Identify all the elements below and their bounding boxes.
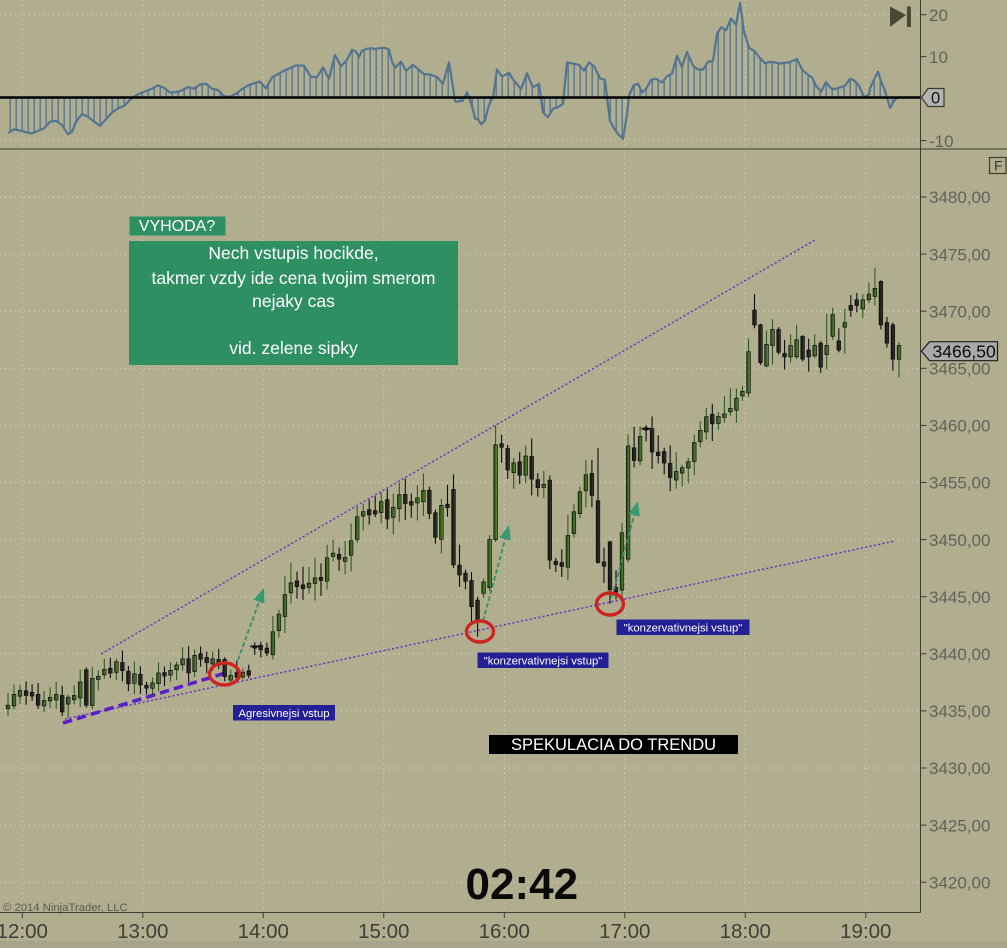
svg-text:SPEKULACIA DO TRENDU: SPEKULACIA DO TRENDU	[511, 736, 716, 754]
svg-text:-10: -10	[929, 132, 954, 151]
svg-text:3475,00: 3475,00	[929, 245, 990, 264]
svg-text:3465,00: 3465,00	[929, 360, 990, 379]
svg-text:16:00: 16:00	[479, 920, 530, 943]
svg-text:19:00: 19:00	[840, 920, 891, 943]
svg-text:Nech vstupis hocikde,: Nech vstupis hocikde,	[208, 243, 378, 263]
svg-text:3460,00: 3460,00	[929, 417, 990, 436]
svg-text:18:00: 18:00	[720, 920, 771, 943]
svg-text:3480,00: 3480,00	[929, 188, 990, 207]
svg-text:3440,00: 3440,00	[929, 645, 990, 664]
svg-text:13:00: 13:00	[117, 920, 168, 943]
svg-text:10: 10	[929, 48, 948, 67]
svg-text:3420,00: 3420,00	[929, 873, 990, 892]
svg-text:3435,00: 3435,00	[929, 702, 990, 721]
svg-text:nejaky cas: nejaky cas	[252, 291, 335, 311]
svg-text:Agresivnejsi vstup: Agresivnejsi vstup	[238, 708, 329, 720]
svg-text:F: F	[994, 158, 1003, 174]
svg-text:3430,00: 3430,00	[929, 759, 990, 778]
svg-text:VYHODA?: VYHODA?	[139, 218, 216, 235]
svg-text:3450,00: 3450,00	[929, 531, 990, 550]
svg-text:12:00: 12:00	[0, 920, 48, 943]
svg-text:17:00: 17:00	[599, 920, 650, 943]
svg-text:"konzervativnejsi vstup": "konzervativnejsi vstup"	[484, 656, 603, 668]
svg-text:02:42: 02:42	[466, 860, 579, 909]
svg-text:"konzervativnejsi vstup": "konzervativnejsi vstup"	[624, 623, 743, 635]
svg-text:3425,00: 3425,00	[929, 816, 990, 835]
svg-text:0: 0	[931, 90, 940, 108]
svg-text:3455,00: 3455,00	[929, 474, 990, 493]
svg-text:20: 20	[929, 6, 948, 25]
svg-text:3470,00: 3470,00	[929, 302, 990, 321]
svg-text:14:00: 14:00	[238, 920, 289, 943]
svg-text:© 2014 NinjaTrader, LLC: © 2014 NinjaTrader, LLC	[3, 902, 128, 914]
svg-text:3466,50: 3466,50	[933, 342, 997, 362]
svg-text:3445,00: 3445,00	[929, 588, 990, 607]
svg-text:takmer vzdy ide cena tvojim sm: takmer vzdy ide cena tvojim smerom	[152, 268, 436, 288]
svg-text:15:00: 15:00	[358, 920, 409, 943]
svg-text:vid. zelene sipky: vid. zelene sipky	[229, 338, 358, 358]
